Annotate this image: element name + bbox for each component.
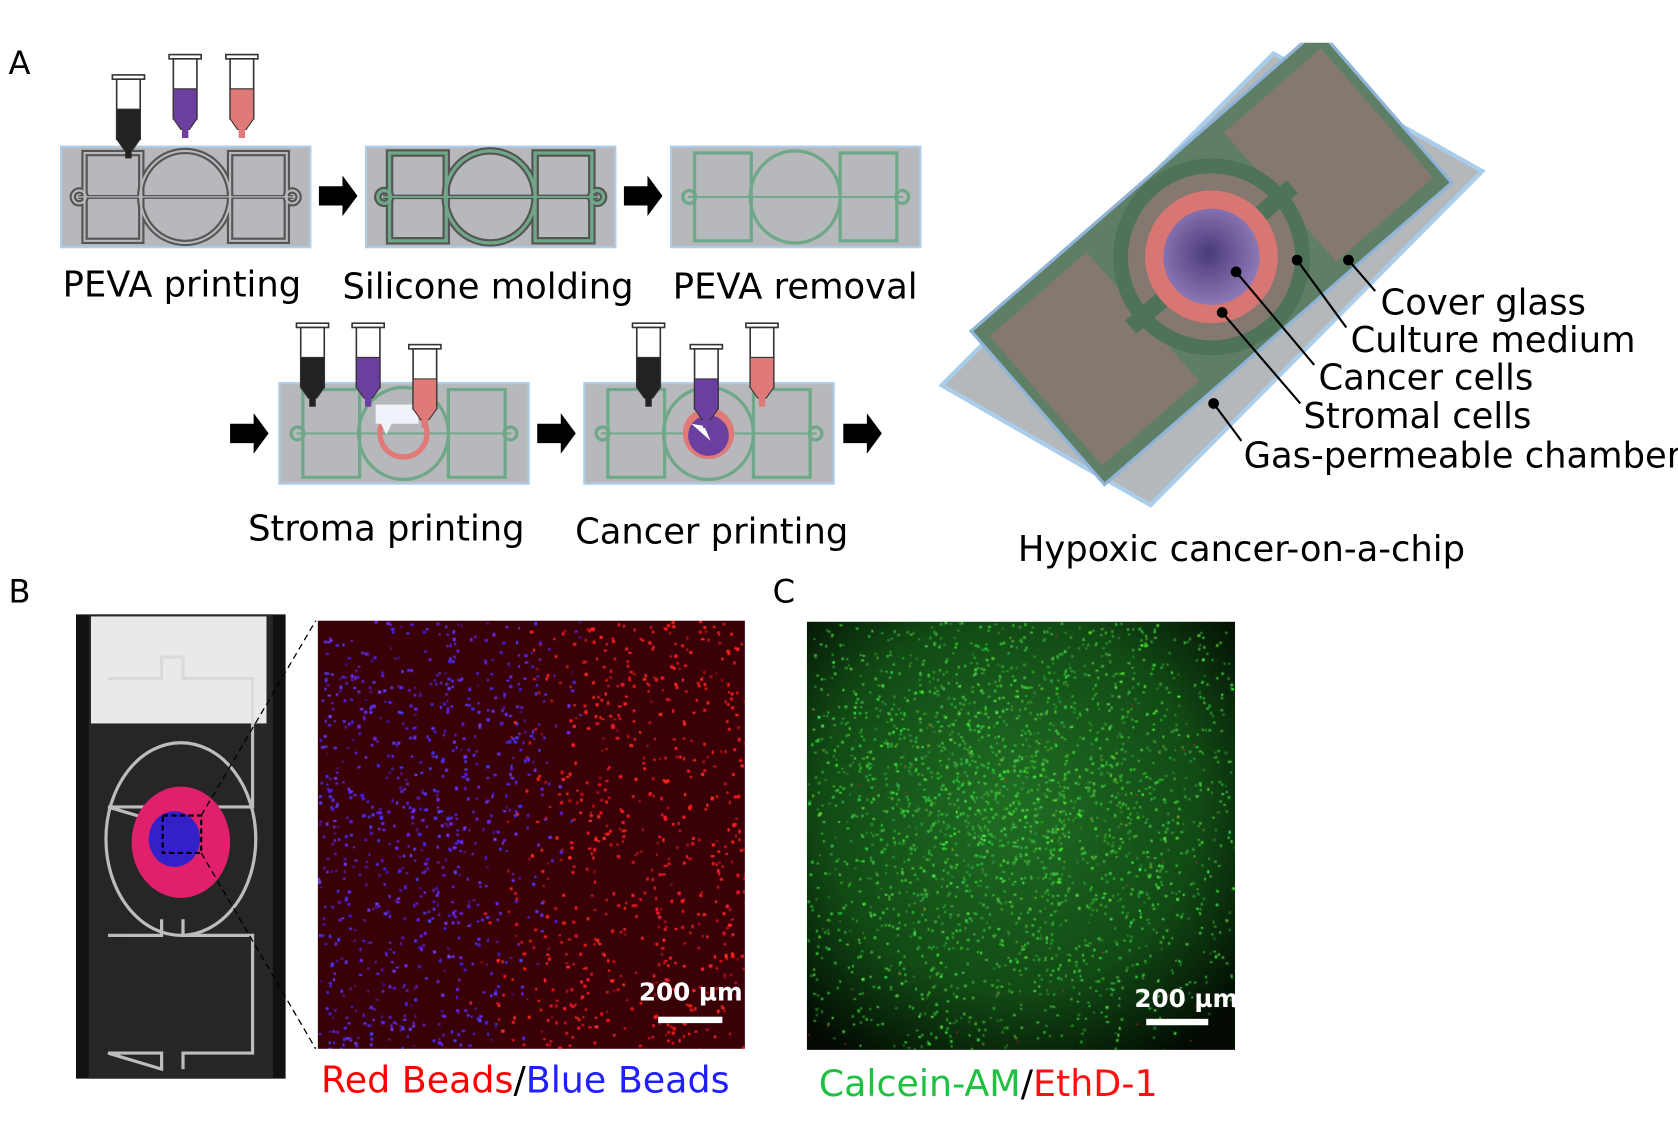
- scale-bar-b: [658, 1016, 723, 1024]
- scale-bar-label-b: 200 µm: [638, 979, 743, 1008]
- scale-bar-label-c: 200 µm: [1134, 985, 1239, 1014]
- live-dead-fluorescence-image: [806, 621, 1236, 1050]
- beads-fluorescence-image: [317, 620, 745, 1049]
- caption-red-beads: Red Beads: [321, 1059, 514, 1103]
- syringe-stroma: [225, 53, 259, 139]
- syringe-cancer: [689, 343, 724, 429]
- caption-separator: /: [513, 1059, 526, 1103]
- label-gas-permeable-chamber: Gas-permeable chamber: [1243, 434, 1678, 477]
- panel-label-b: B: [8, 573, 31, 612]
- step-peva-removal: [669, 145, 922, 249]
- scale-bar-c: [1146, 1018, 1209, 1026]
- arrow-icon: [843, 413, 882, 454]
- caption-c: Calcein-AM/EthD-1: [819, 1063, 1158, 1106]
- syringe-cancer: [351, 322, 386, 407]
- step-silicone-molding: [364, 145, 617, 249]
- chip-photo: [75, 614, 286, 1079]
- caption-b: Red Beads/Blue Beads: [321, 1059, 729, 1102]
- zoom-region-box: [161, 814, 203, 855]
- culture-medium-chamber-right: [1223, 48, 1434, 262]
- panel-label-a: A: [8, 44, 31, 83]
- chip-3d-diagram: [938, 42, 1486, 508]
- label-stromal-cells: Stromal cells: [1303, 394, 1532, 437]
- arrow-icon: [623, 175, 663, 217]
- label-culture-medium: Culture medium: [1350, 318, 1636, 361]
- cancer-cells: [1163, 208, 1260, 306]
- syringe-stroma: [408, 343, 442, 429]
- syringe-peva: [631, 322, 666, 407]
- step-label-cancer-printing: Cancer printing: [575, 510, 849, 553]
- caption-ethd-1: EthD-1: [1032, 1062, 1158, 1106]
- step-stroma-printing: [278, 382, 530, 485]
- step-label-peva-printing: PEVA printing: [62, 263, 302, 306]
- label-cancer-cells: Cancer cells: [1318, 356, 1534, 399]
- arrow-icon: [537, 413, 576, 454]
- step-label-peva-removal: PEVA removal: [672, 265, 918, 308]
- culture-medium-chamber-left: [989, 251, 1199, 466]
- caption-calcein-am: Calcein-AM: [818, 1062, 1021, 1106]
- fabrication-steps-diagram: [59, 53, 922, 485]
- panel-label-c: C: [772, 573, 796, 612]
- arrow-icon: [230, 413, 269, 454]
- caption-separator: /: [1020, 1062, 1033, 1106]
- caption-blue-beads: Blue Beads: [525, 1059, 730, 1103]
- zoom-connector-lines: [200, 620, 317, 1050]
- syringe-peva: [295, 322, 330, 407]
- step-label-silicone-molding: Silicone molding: [342, 265, 634, 308]
- step-peva-printing: [59, 145, 312, 249]
- chip-title: Hypoxic cancer-on-a-chip: [1017, 527, 1466, 570]
- step-label-stroma-printing: Stroma printing: [248, 507, 525, 550]
- syringe-cancer: [168, 53, 203, 139]
- label-cover-glass: Cover glass: [1380, 281, 1586, 324]
- syringe-stroma: [745, 322, 779, 407]
- arrow-icon: [318, 175, 358, 217]
- syringe-peva: [111, 74, 146, 159]
